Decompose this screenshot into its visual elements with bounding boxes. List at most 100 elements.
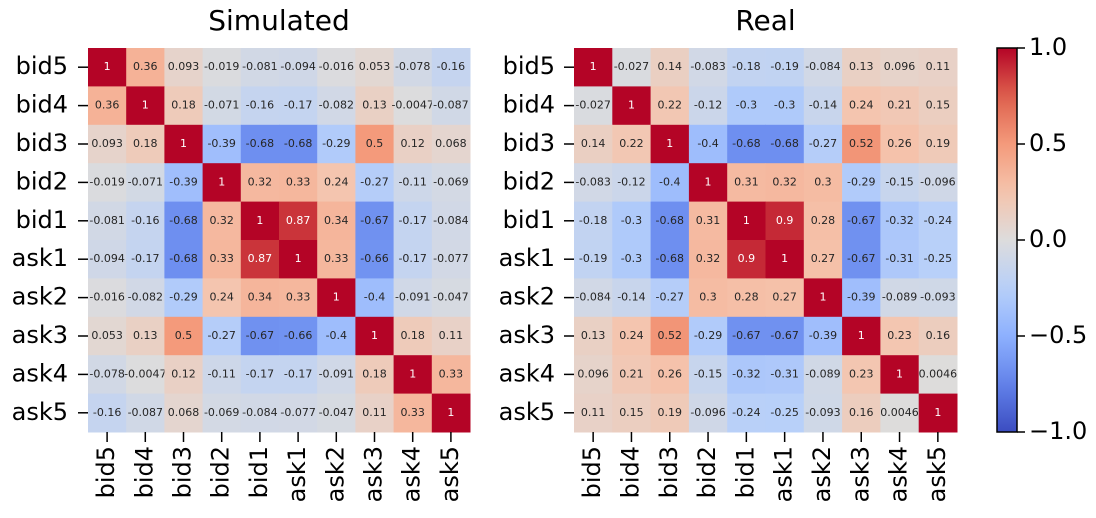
heatmap-cell [202, 48, 242, 87]
cell-label: 0.18 [362, 367, 387, 380]
cell-label: -0.24 [732, 406, 760, 419]
heatmap-cell [164, 393, 204, 433]
cell-label: 0.23 [887, 329, 912, 342]
cell-label: -0.25 [770, 406, 798, 419]
cell-label: 0.21 [887, 99, 912, 112]
cell-label: -0.68 [732, 137, 760, 150]
cell-label: 1 [104, 60, 111, 73]
cell-label: 1 [628, 99, 635, 112]
heatmap-cell [688, 316, 728, 356]
cell-label: -0.17 [398, 214, 426, 227]
cell-label: -0.67 [246, 329, 274, 342]
cell-label: 0.26 [887, 137, 912, 150]
cell-label: 0.32 [696, 252, 721, 265]
cell-label: 1 [666, 137, 673, 150]
heatmap-cell [88, 355, 127, 395]
heatmap-cell [727, 163, 766, 203]
cell-label: -0.19 [579, 252, 607, 265]
heatmap-cell [880, 201, 920, 241]
heatmap-cell [918, 393, 958, 433]
heatmap-cell [880, 124, 920, 164]
heatmap-cell [88, 201, 127, 241]
heatmap-cell [727, 393, 766, 433]
cell-label: -0.087 [433, 99, 468, 112]
cell-label: 0.11 [439, 329, 464, 342]
cell-label: -0.093 [920, 291, 955, 304]
cell-label: -0.083 [575, 175, 610, 188]
cell-label: -0.39 [207, 137, 235, 150]
cell-label: 1 [409, 367, 416, 380]
cell-label: -0.68 [284, 137, 312, 150]
cell-label: -0.31 [885, 252, 913, 265]
heatmap-cell [317, 355, 356, 395]
cell-label: -0.083 [690, 60, 725, 73]
cell-label: 0.068 [435, 137, 467, 150]
heatmap-cell [317, 48, 356, 87]
x-tick-label: bid5 [578, 446, 606, 498]
heatmap-cell [612, 316, 652, 356]
heatmap-cell [880, 355, 920, 395]
heatmap-cell [279, 124, 318, 164]
cell-label: 0.31 [734, 175, 759, 188]
heatmap-cell [880, 393, 920, 433]
x-tick-label: ask3 [360, 446, 388, 502]
heatmap-cell [317, 316, 356, 356]
x-tick-label: ask4 [885, 446, 913, 502]
heatmap-cell [88, 393, 127, 433]
heatmap-cell [202, 201, 242, 241]
cell-label: -0.16 [131, 214, 159, 227]
heatmap-cell [279, 201, 318, 241]
cell-label: 1 [218, 175, 225, 188]
cell-label: 0.11 [926, 60, 951, 73]
cell-label: -0.39 [169, 175, 197, 188]
cell-label: -0.4 [659, 175, 680, 188]
heatmap-cell [688, 355, 728, 395]
cell-label: -0.14 [617, 291, 645, 304]
y-tick-label: ask5 [12, 398, 68, 426]
cell-label: 1 [256, 214, 263, 227]
heatmap-cell [918, 124, 958, 164]
heatmap-cell [431, 124, 471, 164]
cell-label: 0.33 [324, 252, 349, 265]
cell-label: 0.33 [286, 175, 311, 188]
heatmap-cell [688, 201, 728, 241]
cell-label: 0.18 [133, 137, 158, 150]
heatmap-cell [431, 201, 471, 241]
heatmap-cell [126, 240, 165, 279]
cell-label: -0.17 [284, 367, 312, 380]
cell-label: 0.15 [619, 406, 644, 419]
cell-label: -0.31 [770, 367, 798, 380]
heatmap-cell [431, 240, 471, 279]
y-tick-label: ask1 [12, 244, 68, 272]
cell-label: -0.3 [774, 99, 795, 112]
cell-label: -0.089 [805, 367, 840, 380]
cell-label: 0.87 [286, 214, 311, 227]
cell-label: 0.5 [175, 329, 193, 342]
heatmap-cell [88, 48, 127, 87]
cell-label: -0.29 [169, 291, 197, 304]
cell-label: 1 [934, 406, 941, 419]
heatmap-cell [727, 240, 766, 279]
heatmap-cell [88, 124, 127, 164]
heatmap-cell [842, 201, 881, 241]
heatmap-cell [688, 240, 728, 279]
heatmap-cell [918, 201, 958, 241]
heatmap-cell [803, 86, 843, 126]
x-tick-label: bid3 [655, 446, 683, 498]
x-tick-label: bid5 [92, 446, 120, 498]
cell-label: 0.16 [849, 406, 874, 419]
cell-label: -0.0047 [124, 367, 166, 380]
y-tick-label: ask2 [499, 283, 555, 311]
heatmap-cell [317, 278, 356, 318]
heatmap-cell [393, 124, 433, 164]
heatmap-cell [240, 124, 280, 164]
cell-label: 0.52 [658, 329, 683, 342]
cell-label: -0.16 [437, 60, 465, 73]
cell-label: 0.36 [95, 99, 120, 112]
x-tick-label: bid1 [731, 446, 759, 498]
heatmap-cell [202, 86, 242, 126]
cell-label: -0.3 [621, 252, 642, 265]
cell-label: -0.047 [433, 291, 468, 304]
cell-label: -0.047 [319, 406, 354, 419]
